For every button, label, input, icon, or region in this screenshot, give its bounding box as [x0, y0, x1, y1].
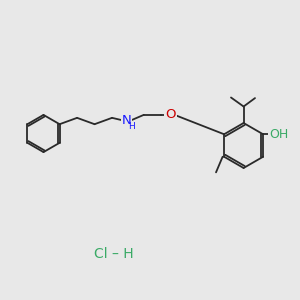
Text: H: H	[128, 122, 135, 131]
Text: N: N	[122, 114, 131, 127]
Text: O: O	[165, 108, 175, 121]
Text: OH: OH	[269, 128, 288, 141]
Text: Cl – H: Cl – H	[94, 247, 134, 260]
